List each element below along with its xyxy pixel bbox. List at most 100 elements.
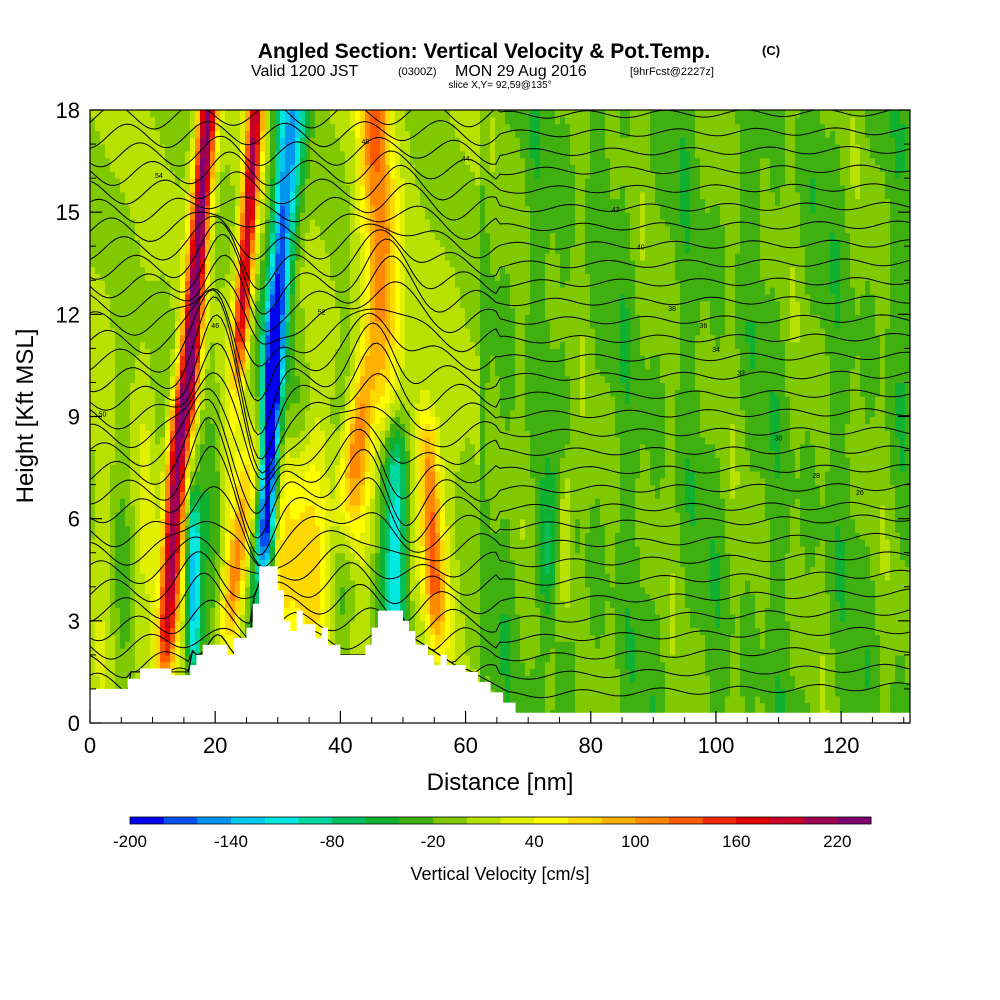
field-cell <box>205 593 211 601</box>
field-cell <box>90 586 96 595</box>
field-cell <box>360 586 366 595</box>
field-cell <box>525 532 531 540</box>
field-cell <box>770 641 776 649</box>
field-cell <box>410 579 416 588</box>
field-cell <box>715 695 721 704</box>
field-cell <box>120 559 126 567</box>
field-cell <box>510 532 516 540</box>
field-cell <box>555 532 561 540</box>
field-cell <box>740 702 746 710</box>
field-cell <box>100 552 106 561</box>
field-cell <box>830 539 836 547</box>
field-cell <box>900 654 906 663</box>
field-cell <box>695 702 701 710</box>
field-cell <box>695 573 701 581</box>
field-cell <box>605 518 611 527</box>
field-cell <box>795 579 801 588</box>
field-cell <box>155 573 161 581</box>
field-cell <box>300 552 306 561</box>
field-cell <box>210 559 216 567</box>
field-cell <box>615 579 621 588</box>
field-cell <box>305 539 311 547</box>
field-cell <box>810 539 816 547</box>
field-cell <box>665 579 671 588</box>
field-cell <box>590 579 596 588</box>
field-cell <box>785 607 791 615</box>
field-cell <box>870 532 876 540</box>
field-cell <box>555 614 561 622</box>
field-cell <box>185 539 191 547</box>
field-cell <box>905 627 910 636</box>
field-cell <box>640 620 646 629</box>
field-cell <box>675 600 681 608</box>
field-cell <box>695 600 701 608</box>
field-cell <box>565 525 571 533</box>
field-cell <box>670 695 676 704</box>
field-cell <box>720 532 726 540</box>
field-cell <box>730 695 736 704</box>
field-cell <box>650 532 656 540</box>
field-cell <box>790 566 796 574</box>
field-cell <box>190 525 196 533</box>
field-cell <box>700 607 706 615</box>
field-cell <box>185 511 191 520</box>
field-cell <box>735 573 741 581</box>
field-cell <box>490 579 496 588</box>
field-cell <box>600 518 606 527</box>
field-cell <box>810 600 816 608</box>
field-cell <box>680 573 686 581</box>
field-cell <box>510 620 516 629</box>
field-cell <box>145 525 151 533</box>
field-cell <box>95 648 101 656</box>
field-cell <box>135 586 141 595</box>
field-cell <box>750 525 756 533</box>
field-cell <box>875 600 881 608</box>
field-cell <box>365 552 371 561</box>
field-cell <box>540 682 546 690</box>
field-cell <box>860 702 866 710</box>
field-cell <box>225 525 231 533</box>
field-cell <box>815 559 821 567</box>
field-cell <box>850 668 856 676</box>
field-cell <box>720 566 726 574</box>
field-cell <box>810 682 816 690</box>
field-cell <box>115 614 121 622</box>
field-cell <box>790 545 796 554</box>
field-cell <box>345 525 351 533</box>
field-cell <box>630 634 636 642</box>
field-cell <box>105 634 111 642</box>
field-cell <box>185 525 191 533</box>
field-cell <box>300 586 306 595</box>
field-cell <box>785 620 791 629</box>
field-cell <box>675 607 681 615</box>
field-cell <box>455 525 461 533</box>
field-cell <box>675 552 681 561</box>
field-cell <box>850 682 856 690</box>
field-cell <box>560 620 566 629</box>
field-cell <box>805 648 811 656</box>
field-cell <box>285 525 291 533</box>
field-cell <box>770 614 776 622</box>
field-cell <box>745 675 751 683</box>
field-cell <box>795 682 801 690</box>
field-cell <box>510 614 516 622</box>
field-cell <box>450 593 456 601</box>
field-cell <box>765 654 771 663</box>
field-cell <box>400 573 406 581</box>
field-cell <box>545 620 551 629</box>
field-cell <box>200 552 206 561</box>
field-cell <box>495 648 501 656</box>
field-cell <box>820 600 826 608</box>
field-cell <box>350 634 356 642</box>
field-cell <box>310 607 316 615</box>
field-cell <box>570 573 576 581</box>
field-cell <box>150 607 156 615</box>
field-cell <box>830 675 836 683</box>
field-cell <box>630 688 636 697</box>
field-cell <box>465 648 471 656</box>
field-cell <box>650 518 656 527</box>
field-cell <box>550 552 556 561</box>
field-cell <box>670 579 676 588</box>
field-cell <box>880 688 886 697</box>
field-cell <box>640 539 646 547</box>
